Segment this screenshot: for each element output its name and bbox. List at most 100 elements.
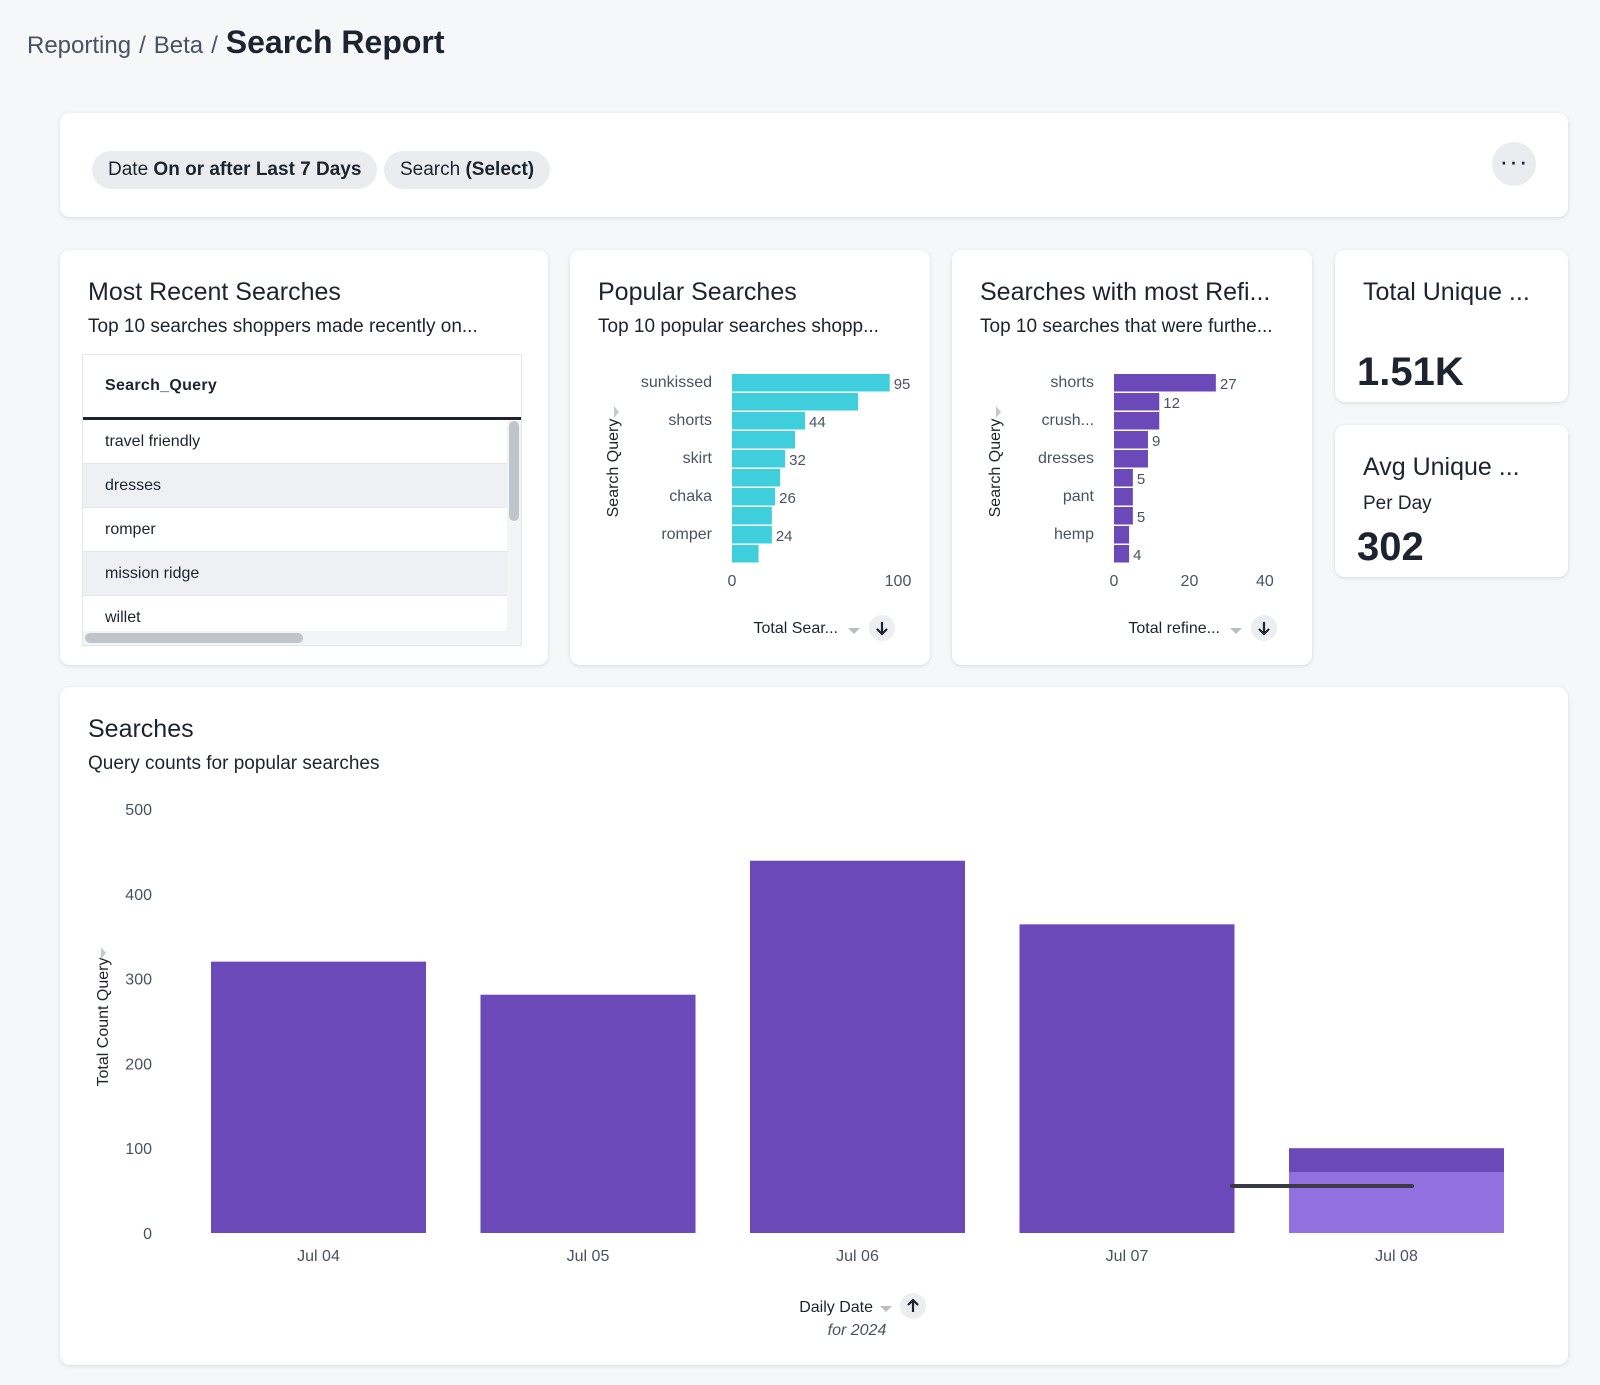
refine-bar[interactable] (1114, 507, 1133, 525)
searches-y-tick-label: 300 (125, 972, 152, 989)
total-unique-card: Total Unique ... 1.51K (1335, 250, 1568, 402)
avg-unique-card: Avg Unique ... Per Day 302 (1335, 425, 1568, 577)
refine-x-tick-label: 0 (1110, 573, 1119, 590)
searches-expand-icon[interactable] (101, 947, 106, 959)
popular-bar[interactable] (732, 431, 796, 449)
searches-y-tick-label: 500 (125, 802, 152, 819)
searches-sort-asc-icon[interactable] (900, 1293, 926, 1319)
recent-searches-title: Most Recent Searches (88, 278, 341, 306)
searches-y-tick-label: 0 (143, 1226, 152, 1243)
recent-searches-card: Most Recent Searches Top 10 searches sho… (60, 250, 548, 665)
refine-bar[interactable] (1114, 431, 1148, 449)
refined-searches-subtitle: Top 10 searches that were furthe... (980, 316, 1273, 337)
searches-x-tick-label: Jul 06 (836, 1248, 879, 1265)
more-options-button[interactable]: ··· (1492, 142, 1536, 186)
searches-card: Searches Query counts for popular search… (60, 687, 1568, 1365)
refined-searches-card: Searches with most Refi... Top 10 search… (952, 250, 1312, 665)
horizontal-scrollbar[interactable] (85, 633, 303, 643)
breadcrumb-reporting[interactable]: Reporting (27, 32, 132, 59)
refine-data-label: 5 (1137, 471, 1145, 488)
searches-bar[interactable] (480, 994, 696, 1233)
table-row[interactable]: romper (83, 508, 507, 552)
searches-x-axis-title[interactable]: Daily Date (799, 1299, 873, 1316)
popular-bar[interactable] (732, 507, 772, 525)
page-title: Search Report (225, 24, 445, 60)
searches-bar[interactable] (211, 961, 426, 1233)
refine-axis-dropdown-icon[interactable] (1230, 628, 1242, 634)
refine-data-label: 9 (1152, 433, 1160, 450)
refine-bar[interactable] (1114, 545, 1130, 563)
searches-bar[interactable] (1019, 924, 1235, 1233)
popular-data-label: 95 (894, 376, 911, 393)
refined-searches-chart: Search Query shorts 27 12 crush... 9 dresses 5 p… (987, 374, 1277, 641)
table-row[interactable]: mission ridge (83, 552, 507, 596)
popular-bar[interactable] (732, 450, 786, 468)
refine-category-label: shorts (1050, 374, 1094, 391)
breadcrumb-beta[interactable]: Beta (153, 32, 204, 59)
refine-bar[interactable] (1114, 412, 1160, 430)
searches-y-tick-label: 100 (125, 1141, 152, 1158)
avg-unique-title: Avg Unique ... (1363, 453, 1520, 481)
searches-title: Searches (88, 715, 194, 743)
refine-bar[interactable] (1114, 450, 1148, 468)
popular-bar[interactable] (732, 374, 890, 392)
popular-data-label: 44 (809, 414, 826, 431)
refine-bar[interactable] (1114, 488, 1133, 506)
vertical-scrollbar[interactable] (509, 421, 519, 521)
refine-bar[interactable] (1114, 374, 1216, 392)
refine-data-label: 27 (1220, 376, 1237, 393)
refine-data-label: 12 (1163, 395, 1180, 412)
popular-bar[interactable] (732, 393, 859, 411)
popular-bar[interactable] (732, 488, 776, 506)
searches-bar-partial[interactable] (1289, 1172, 1504, 1233)
refine-bar[interactable] (1114, 526, 1130, 544)
table-row[interactable]: travel friendly (83, 420, 507, 464)
searches-x-tick-label: Jul 04 (297, 1248, 340, 1265)
searches-y-tick-label: 400 (125, 887, 152, 904)
refine-bar[interactable] (1114, 393, 1160, 411)
popular-bar[interactable] (732, 545, 759, 563)
popular-data-label: 24 (776, 528, 793, 545)
refine-category-label: pant (1063, 488, 1095, 505)
popular-searches-subtitle: Top 10 popular searches shopp... (598, 316, 879, 337)
popular-data-label: 26 (779, 490, 796, 507)
popular-category-label: chaka (669, 488, 712, 505)
table-row[interactable]: dresses (83, 464, 507, 508)
popular-y-axis-title: Search Query (605, 419, 622, 518)
refine-sort-desc-icon[interactable] (1251, 615, 1277, 641)
total-unique-title: Total Unique ... (1363, 278, 1530, 306)
popular-bar[interactable] (732, 469, 781, 487)
refine-data-label: 5 (1137, 509, 1145, 526)
date-filter-chip[interactable]: Date On or after Last 7 Days (92, 151, 378, 189)
popular-searches-chart: Search Query sunkissed 95 shorts 44 skirt 32 ch… (605, 374, 912, 641)
refine-x-axis-title[interactable]: Total refine... (1128, 620, 1220, 637)
refine-category-label: hemp (1054, 526, 1094, 543)
popular-axis-dropdown-icon[interactable] (848, 628, 860, 634)
searches-x-tick-label: Jul 08 (1375, 1248, 1418, 1265)
column-header-search-query[interactable]: Search_Query (83, 355, 521, 420)
refine-bar[interactable] (1114, 469, 1133, 487)
recent-searches-subtitle: Top 10 searches shoppers made recently o… (88, 316, 478, 337)
popular-searches-card: Popular Searches Top 10 popular searches… (570, 250, 930, 665)
refine-category-label: crush... (1042, 412, 1094, 429)
popular-x-tick-label: 100 (885, 573, 912, 590)
popular-bar[interactable] (732, 412, 806, 430)
popular-bar[interactable] (732, 526, 772, 544)
popular-data-label: 32 (789, 452, 806, 469)
popular-category-label: sunkissed (641, 374, 712, 391)
searches-bar[interactable] (750, 860, 965, 1233)
avg-unique-subtitle: Per Day (1363, 493, 1432, 514)
popular-x-tick-label: 0 (728, 573, 737, 590)
popular-category-label: shorts (668, 412, 712, 429)
searches-axis-dropdown-icon[interactable] (880, 1306, 892, 1312)
popular-searches-title: Popular Searches (598, 278, 797, 306)
refined-searches-title: Searches with most Refi... (980, 278, 1271, 306)
popular-x-axis-title[interactable]: Total Sear... (754, 620, 839, 637)
searches-x-tick-label: Jul 07 (1106, 1248, 1149, 1265)
search-filter-chip[interactable]: Search (Select) (384, 151, 551, 189)
refine-expand-icon[interactable] (996, 406, 1001, 418)
more-icon: ··· (1499, 146, 1529, 176)
popular-expand-icon[interactable] (614, 406, 619, 418)
recent-searches-table: Search_Query travel friendly dresses rom… (82, 354, 522, 646)
popular-sort-desc-icon[interactable] (869, 615, 895, 641)
